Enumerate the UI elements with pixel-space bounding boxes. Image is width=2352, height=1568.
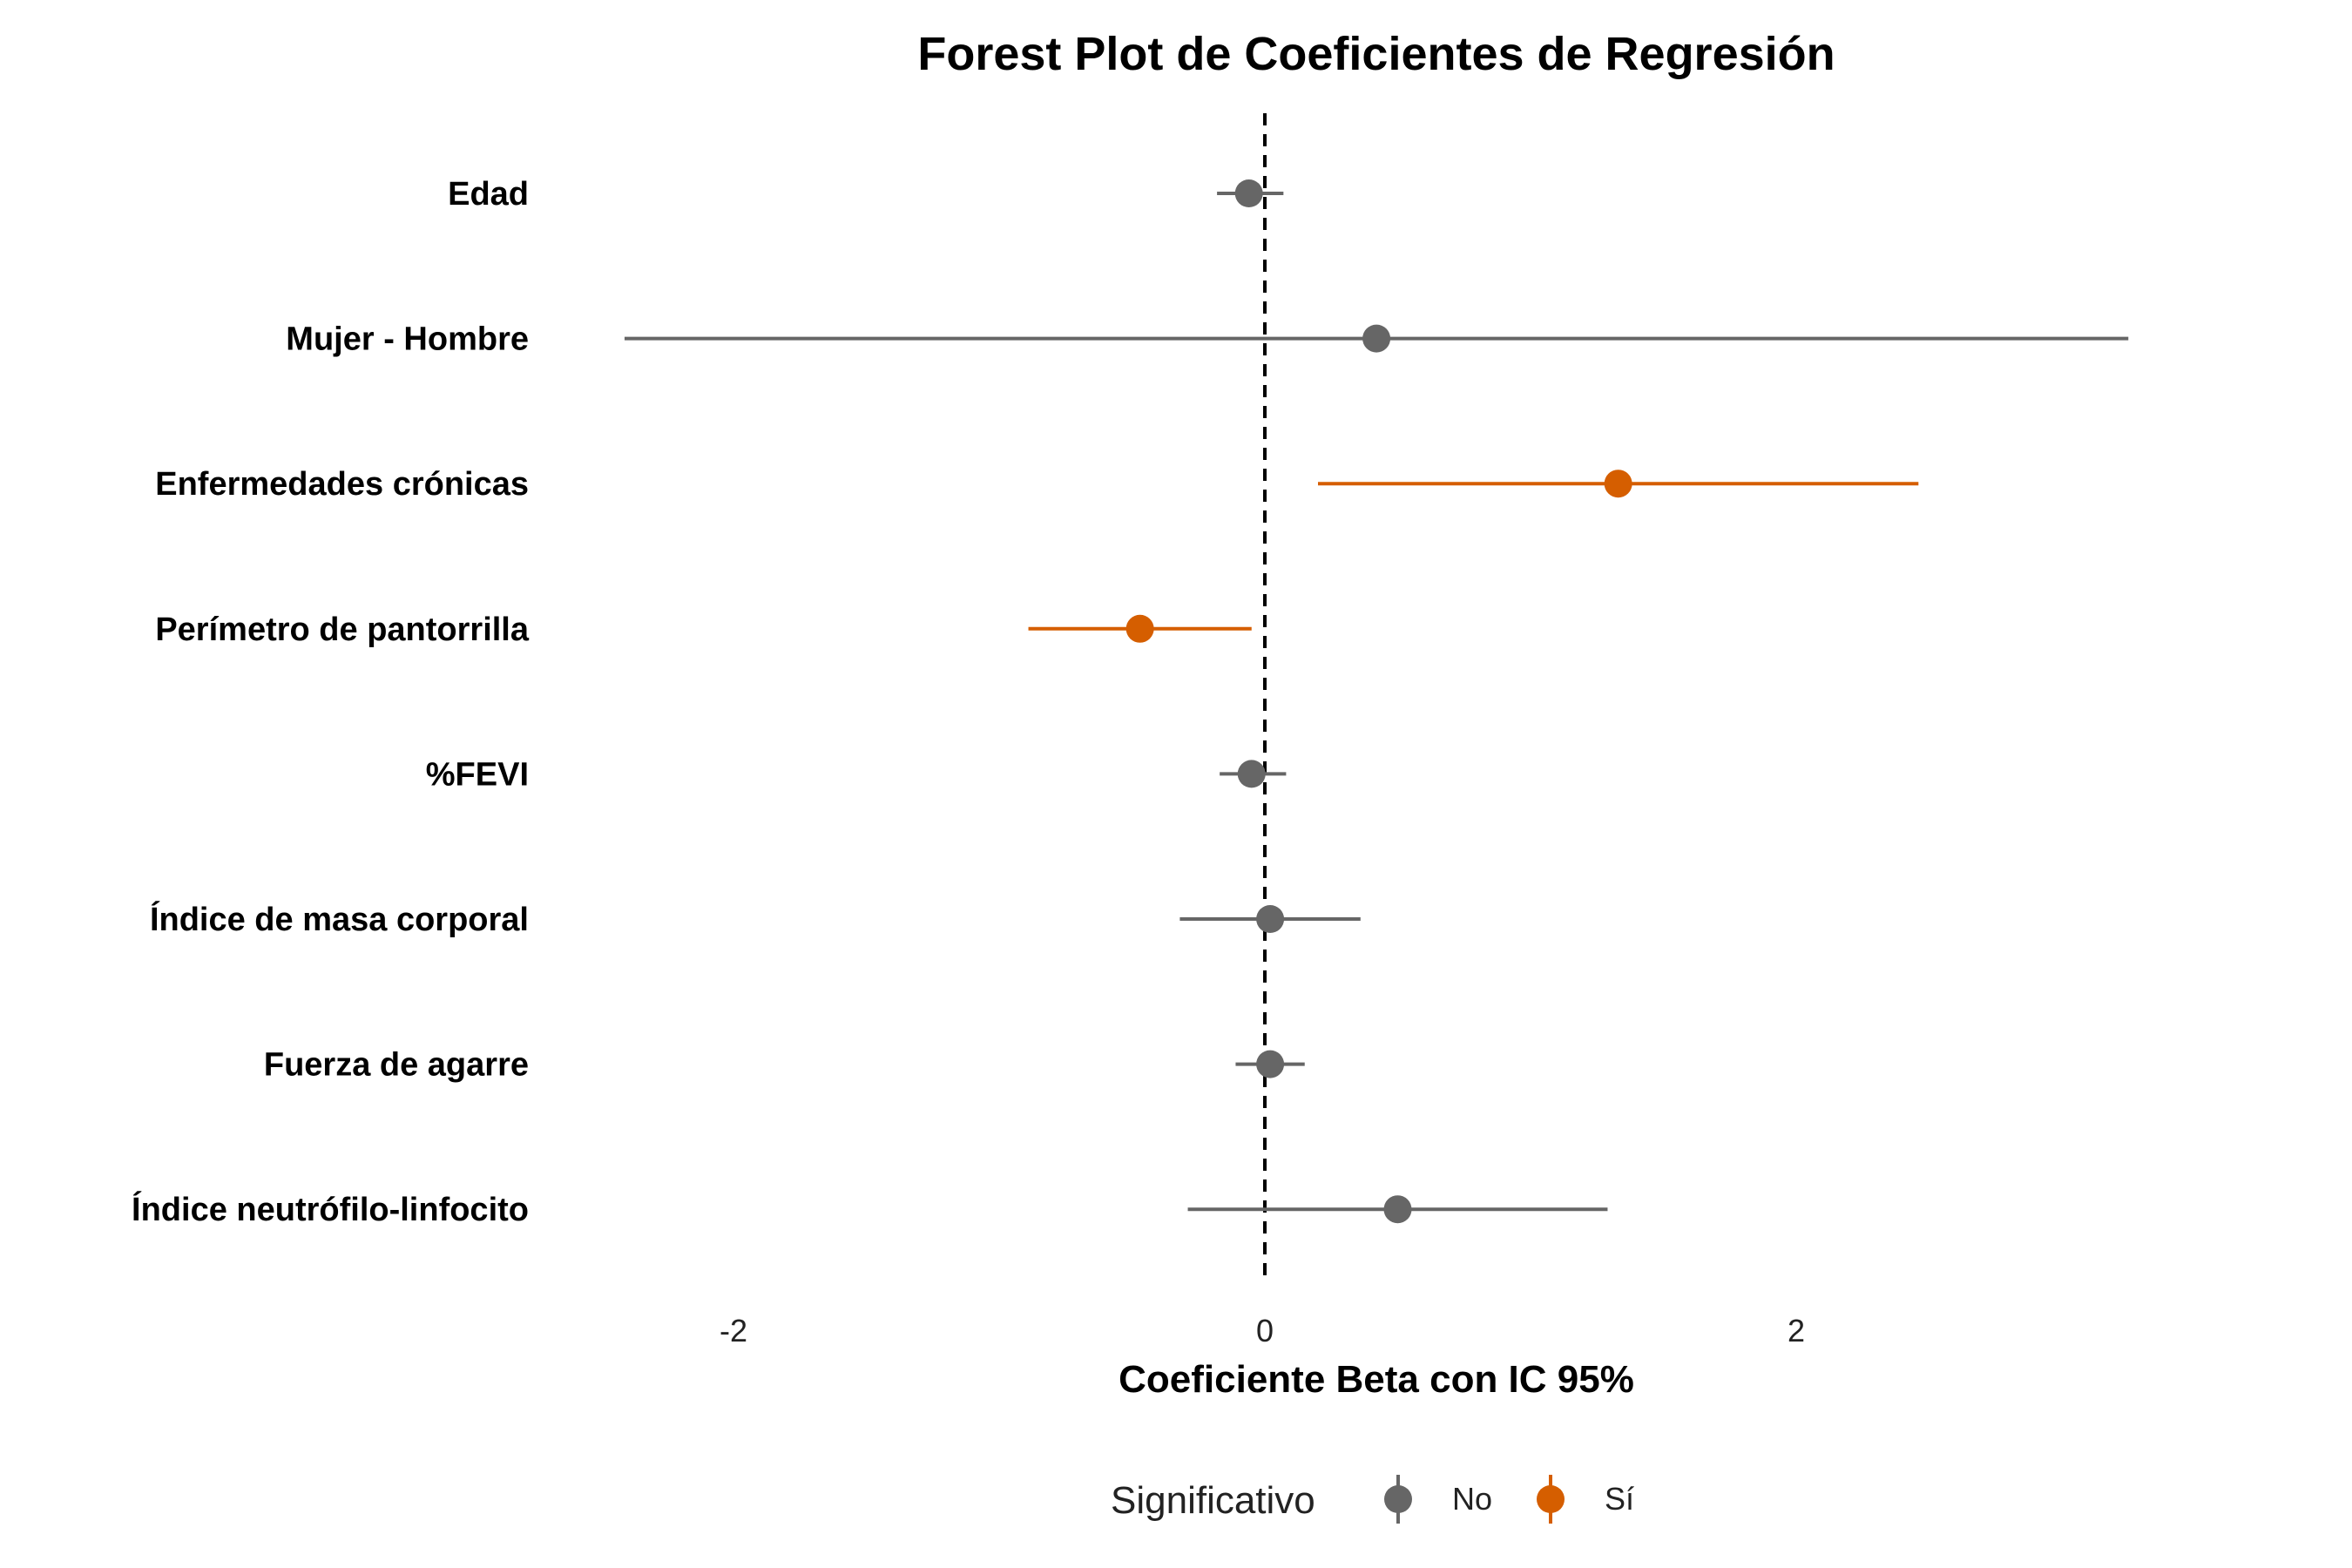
forest-row: %FEVI	[426, 756, 1287, 793]
legend-key-point	[1384, 1485, 1412, 1513]
legend-label: Sí	[1605, 1481, 1634, 1517]
rows-layer: Edad Mujer - Hombre Enfermedades crónicas P…	[132, 176, 2129, 1228]
row-label: %FEVI	[426, 756, 529, 793]
row-label: Índice de masa corporal	[150, 900, 529, 938]
legend-item: Sí	[1537, 1475, 1634, 1524]
row-label: Edad	[448, 176, 529, 213]
legend-title: Significativo	[1111, 1479, 1315, 1522]
forest-row: Perímetro de pantorrilla	[155, 612, 1252, 648]
forest-row: Índice de masa corporal	[150, 900, 1361, 938]
row-label: Enfermedades crónicas	[155, 466, 529, 503]
row-label: Índice neutrófilo-linfocito	[132, 1190, 529, 1228]
legend: Significativo No Sí	[1111, 1475, 1634, 1524]
estimate-point	[1237, 760, 1266, 788]
legend-item: No	[1384, 1475, 1492, 1524]
legend-label: No	[1452, 1481, 1492, 1517]
forest-row: Índice neutrófilo-linfocito	[132, 1190, 1608, 1228]
x-tick-label: 2	[1788, 1313, 1805, 1348]
estimate-point	[1125, 614, 1154, 643]
x-tick-label: 0	[1256, 1313, 1274, 1348]
forest-row: Fuerza de agarre	[264, 1047, 1305, 1084]
chart-title: Forest Plot de Coeficientes de Regresión	[917, 28, 1835, 80]
x-axis-title: Coeficiente Beta con IC 95%	[1119, 1358, 1634, 1401]
forest-row: Edad	[448, 176, 1284, 213]
estimate-point	[1234, 179, 1263, 207]
row-label: Perímetro de pantorrilla	[155, 612, 530, 648]
estimate-point	[1383, 1195, 1412, 1224]
estimate-point	[1604, 470, 1632, 498]
forest-row: Enfermedades crónicas	[155, 466, 1919, 503]
legend-key-point	[1537, 1485, 1565, 1513]
forest-row: Mujer - Hombre	[286, 321, 2129, 358]
legend-items: No Sí	[1384, 1475, 1634, 1524]
estimate-point	[1256, 1050, 1285, 1078]
row-label: Fuerza de agarre	[264, 1047, 529, 1084]
estimate-point	[1362, 324, 1391, 353]
row-label: Mujer - Hombre	[286, 321, 529, 358]
estimate-point	[1256, 905, 1285, 933]
x-tick-label: -2	[720, 1313, 747, 1348]
x-axis-ticks: -2 0 2	[720, 1313, 1805, 1348]
